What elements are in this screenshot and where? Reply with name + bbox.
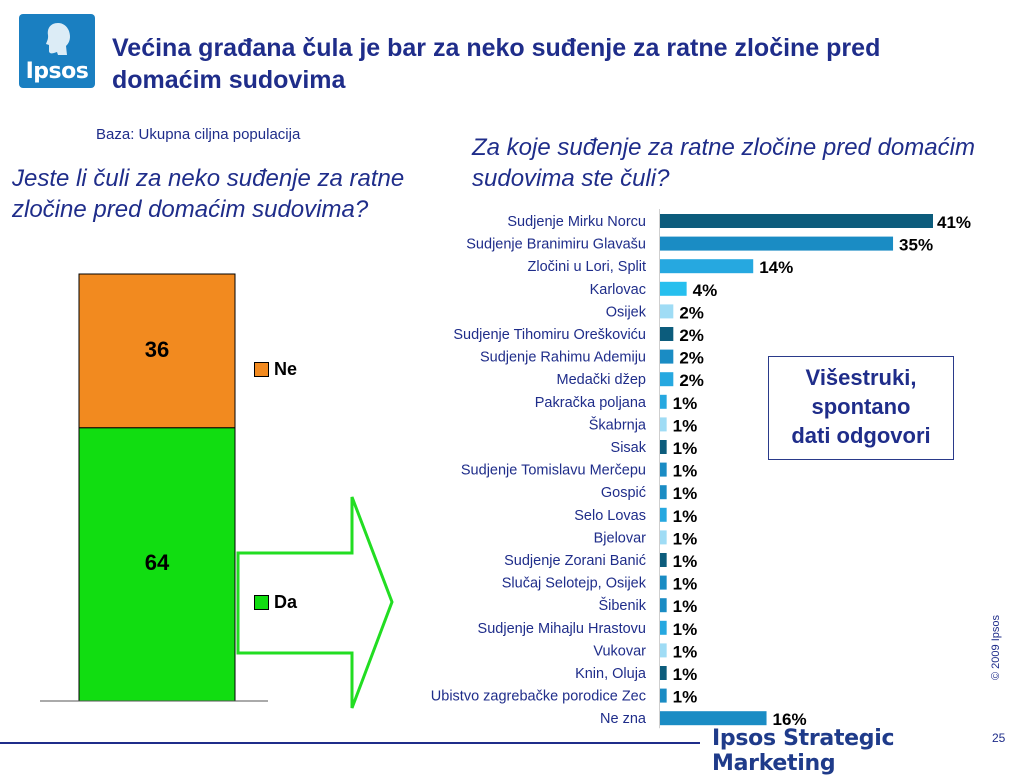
value-label: 14% [759, 258, 793, 277]
bar [660, 553, 667, 567]
legend-item-da: Da [254, 592, 297, 613]
category-label: Vukovar [593, 643, 646, 659]
value-label: 1% [673, 642, 698, 661]
bar [660, 575, 667, 590]
bar [660, 666, 667, 680]
bar [660, 440, 667, 454]
bar [660, 304, 674, 319]
category-label: Sudjenje Branimiru Glavašu [466, 237, 646, 253]
legend-label-ne: Ne [274, 359, 298, 379]
bar [660, 417, 667, 432]
value-label: 2% [679, 326, 704, 345]
category-label: Sudjenje Mihajlu Hrastovu [478, 621, 646, 637]
category-label: Karlovac [590, 282, 646, 298]
bar [660, 711, 767, 726]
category-label: Zločini u Lori, Split [528, 259, 646, 275]
head-profile-icon [46, 23, 70, 55]
bar [660, 214, 933, 228]
value-label: 2% [679, 371, 704, 390]
bar [660, 236, 894, 251]
category-label: Sisak [611, 440, 647, 456]
category-label: Ne zna [600, 711, 647, 727]
category-label: Bjelovar [594, 530, 647, 546]
copyright: © 2009 Ipsos [990, 615, 1002, 680]
value-label: 1% [673, 507, 698, 526]
bar [660, 620, 667, 635]
data-label-ne: 36 [144, 336, 170, 362]
legend-label-da: Da [274, 592, 298, 612]
bar [660, 259, 754, 274]
note-line-2: spontano [811, 394, 911, 419]
category-label: Pakračka poljana [535, 395, 647, 411]
value-label: 1% [673, 620, 698, 639]
value-label: 1% [673, 552, 698, 571]
value-label: 35% [899, 236, 933, 255]
bar [660, 462, 667, 477]
value-label: 41% [937, 213, 971, 232]
category-label: Sudjenje Rahimu Ademiju [480, 350, 646, 366]
value-label: 1% [673, 394, 698, 413]
value-label: 1% [673, 688, 698, 707]
bar [660, 530, 667, 545]
category-label: Sudjenje Tomislavu Merčepu [461, 463, 646, 479]
bar [660, 507, 667, 522]
logo-text: Ipsos [25, 59, 89, 84]
question-right: Za koje suđenje za ratne zločine pred do… [472, 134, 975, 192]
bar [660, 485, 667, 500]
bar [660, 394, 667, 409]
note-line-3: dati odgovori [791, 423, 931, 448]
bar [660, 372, 674, 387]
category-label: Gospić [601, 485, 646, 501]
footer-brand: Ipsos Strategic Marketing [712, 726, 895, 776]
value-label: 1% [673, 575, 698, 594]
bar [660, 688, 667, 703]
data-label-da: 64 [144, 550, 170, 576]
category-label: Sudjenje Tihomiru Oreškoviću [453, 327, 646, 343]
ipsos-logo: Ipsos [19, 14, 95, 88]
value-label: 4% [693, 281, 718, 300]
base-label: Baza: Ukupna ciljna populacija [96, 126, 301, 143]
value-label: 16% [773, 710, 807, 729]
category-label: Šibenik [598, 597, 646, 614]
category-label: Osijek [606, 304, 647, 320]
arrow-right-icon [236, 496, 394, 709]
legend-swatch-ne [254, 362, 269, 377]
page-number: 25 [992, 731, 1006, 745]
bar [660, 643, 667, 658]
legend-swatch-da [254, 595, 269, 610]
question-left: Jeste li čuli za neko suđenje za ratne z… [12, 165, 405, 223]
category-label: Škabrnja [589, 416, 647, 433]
category-label: Ubistvo zagrebačke porodice Zec [431, 689, 646, 705]
page-title: Većina građana čula je bar za neko suđen… [112, 34, 881, 94]
bar [660, 349, 674, 364]
category-label: Medački džep [557, 372, 646, 388]
note-box: Višestruki, spontano dati odgovori [768, 356, 954, 460]
note-line-1: Višestruki, [805, 365, 917, 390]
category-label: Selo Lovas [574, 508, 646, 524]
value-label: 1% [673, 665, 698, 684]
category-label: Slučaj Selotejp, Osijek [502, 576, 647, 592]
value-label: 1% [673, 529, 698, 548]
value-label: 1% [673, 462, 698, 481]
value-label: 1% [673, 484, 698, 503]
stack-segment-ne [78, 273, 236, 429]
category-label: Sudjenje Mirku Norcu [507, 214, 646, 230]
legend-item-ne: Ne [254, 359, 297, 380]
bar [660, 327, 674, 341]
category-label: Sudjenje Zorani Banić [504, 553, 646, 569]
category-label: Knin, Oluja [575, 666, 647, 682]
value-label: 2% [679, 303, 704, 322]
value-label: 1% [673, 416, 698, 435]
value-label: 1% [673, 439, 698, 458]
value-label: 2% [679, 349, 704, 368]
bar [660, 281, 687, 296]
bar [660, 598, 667, 613]
value-label: 1% [673, 597, 698, 616]
footer-divider [0, 742, 700, 744]
stack-segment-da [78, 427, 236, 702]
